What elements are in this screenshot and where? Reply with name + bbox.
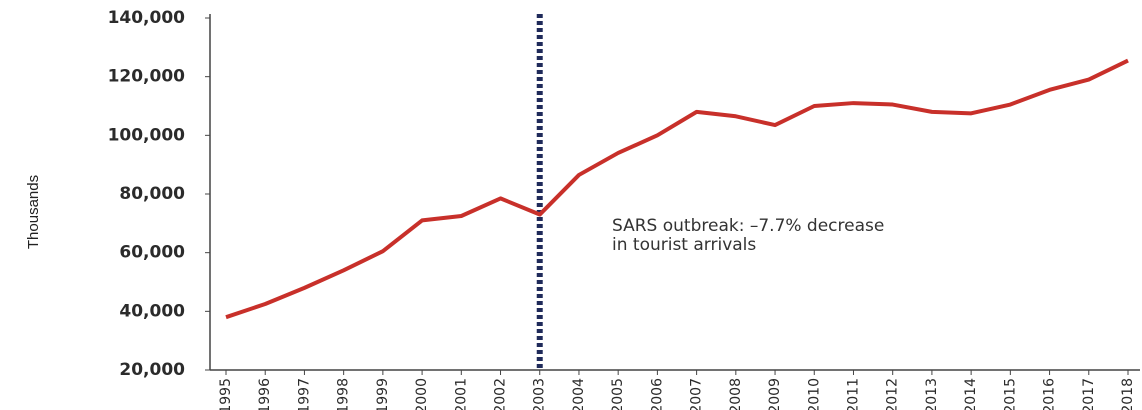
y-tick-label: 40,000: [119, 301, 185, 321]
x-tick-label: 2003: [532, 378, 548, 410]
x-tick-label: 2015: [1002, 378, 1018, 410]
x-tick-label: 1998: [336, 378, 352, 410]
x-tick-label: 1996: [257, 378, 273, 410]
y-axis-label: Thousands: [25, 175, 42, 249]
x-tick-label: 2009: [767, 378, 783, 410]
x-tick-label: 1997: [296, 378, 312, 410]
annotation: in tourist arrivals: [612, 235, 756, 255]
x-tick-label: 2008: [728, 378, 744, 410]
x-tick-label: 2013: [924, 378, 940, 410]
y-tick-label: 100,000: [108, 125, 186, 145]
x-tick-label: 2000: [414, 378, 430, 410]
y-tick-label: 140,000: [108, 8, 186, 28]
x-tick-label: 2007: [689, 378, 705, 410]
annotation: SARS outbreak: –7.7% decrease: [612, 216, 884, 236]
x-tick-label: 2012: [885, 378, 901, 410]
x-tick-label: 2018: [1120, 378, 1136, 410]
x-tick-label: 2002: [493, 378, 509, 410]
x-tick-label: 2001: [453, 378, 469, 410]
data-line: [225, 58, 1129, 320]
x-tick-label: 2011: [845, 378, 861, 410]
x-tick-label: 2010: [806, 378, 822, 410]
x-tick-label: 2014: [963, 378, 979, 410]
x-tick-label: 2004: [571, 378, 587, 410]
y-tick-label: 20,000: [119, 360, 185, 380]
x-tick-label: 2016: [1042, 378, 1058, 410]
y-tick-label: 120,000: [108, 67, 186, 87]
x-tick-label: 1995: [218, 378, 234, 410]
y-tick-label: 60,000: [119, 243, 185, 263]
x-tick-label: 2006: [649, 378, 665, 410]
x-tick-label: 2005: [610, 378, 626, 410]
x-tick-label: 2017: [1081, 378, 1097, 410]
x-tick-label: 1999: [375, 378, 391, 410]
y-tick-label: 80,000: [119, 184, 185, 204]
